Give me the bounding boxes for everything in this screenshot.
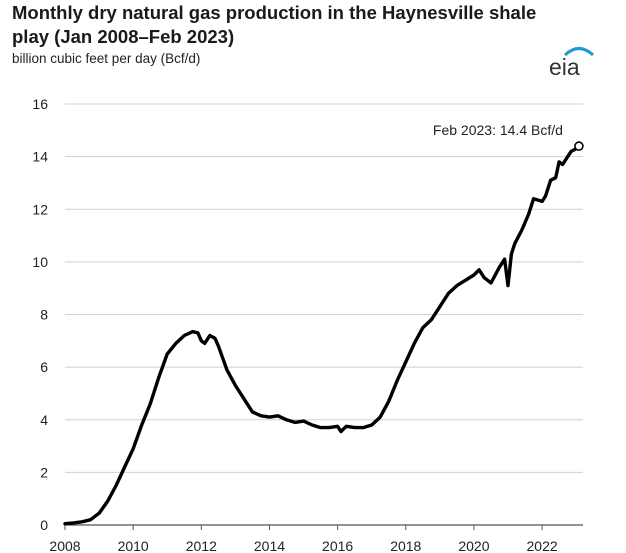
y-axis-ticks: 0 2 4 6 8 10 12 14 16 — [32, 96, 48, 533]
x-tick-label: 2014 — [254, 538, 285, 553]
y-tick-label: 2 — [40, 464, 48, 480]
x-axis-ticks: 2008 2010 2012 2014 2016 2018 2020 2022 — [49, 525, 558, 553]
y-tick-label: 0 — [40, 517, 48, 533]
y-tick-label: 4 — [40, 412, 48, 428]
x-tick-label: 2012 — [186, 538, 217, 553]
production-line — [63, 144, 581, 526]
y-tick-label: 6 — [40, 359, 48, 375]
latest-value-annotation: Feb 2023: 14.4 Bcf/d — [433, 122, 563, 138]
chart-title: Monthly dry natural gas production in th… — [12, 2, 537, 47]
y-tick-label: 16 — [32, 96, 48, 112]
chart-subtitle: billion cubic feet per day (Bcf/d) — [12, 51, 201, 66]
x-tick-label: 2016 — [322, 538, 353, 553]
eia-logo: eia — [549, 47, 595, 80]
x-tick-label: 2020 — [458, 538, 489, 553]
y-tick-label: 12 — [32, 201, 48, 217]
x-tick-label: 2022 — [527, 538, 558, 553]
latest-point-marker — [574, 141, 584, 151]
x-tick-label: 2008 — [49, 538, 80, 553]
eia-logo-text: eia — [549, 54, 580, 80]
eia-logo-swoosh — [563, 47, 595, 57]
x-tick-label: 2018 — [390, 538, 421, 553]
y-tick-label: 10 — [32, 254, 48, 270]
x-tick-label: 2010 — [118, 538, 149, 553]
y-tick-label: 14 — [32, 149, 48, 165]
y-tick-label: 8 — [40, 307, 48, 323]
gridlines — [65, 103, 583, 526]
